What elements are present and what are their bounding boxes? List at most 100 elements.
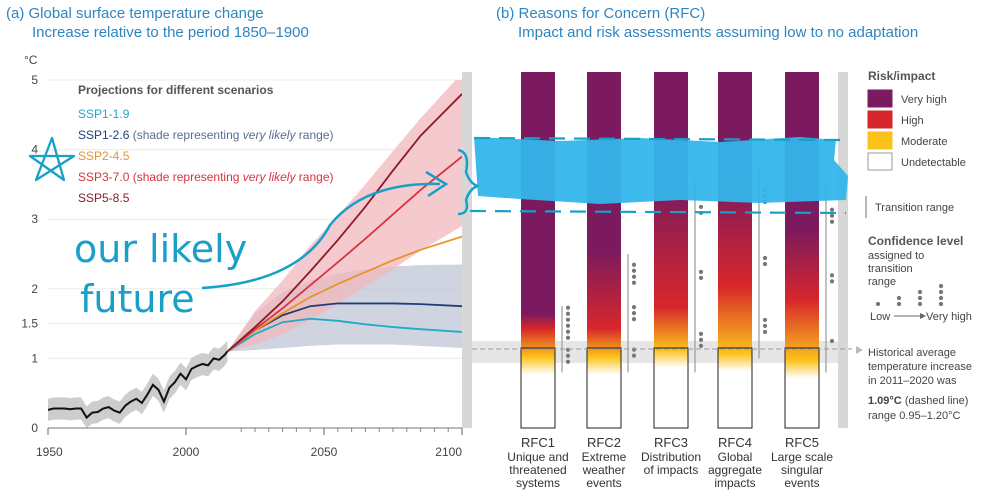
legend-item-ssp370: SSP3-7.0 (shade representing very likely… [78, 170, 334, 184]
legend-item-ssp585: SSP5-8.5 [78, 191, 130, 205]
confidence-dot [565, 305, 571, 310]
legend-item-ssp119: SSP1-1.9 [78, 107, 130, 121]
rfc-bar-3 [654, 72, 688, 428]
rfc-code-label: RFC1 [521, 435, 555, 450]
hist-range: range 0.95–1.20°C [868, 410, 961, 422]
arrow-head-doodle [425, 170, 449, 198]
panel-a: (a) Global surface temperature change In… [6, 5, 463, 459]
rfc-desc-label: events [586, 476, 621, 490]
y-axis-unit: °C [24, 53, 38, 67]
confidence-title: Confidence level [868, 234, 963, 248]
confidence-dot [762, 255, 768, 261]
confidence-dot [698, 275, 704, 280]
annotation-line-1: our likely [74, 227, 247, 271]
arrow-doodle [201, 182, 441, 290]
confidence-dot [631, 262, 637, 267]
panel-b-title: (b) Reasons for Concern (RFC) [496, 5, 705, 22]
confidence-dot [698, 204, 704, 210]
confidence-dot [565, 323, 571, 328]
rfc-desc-label: aggregate [708, 463, 762, 477]
confidence-sample-dot [938, 295, 944, 301]
rfc-code-label: RFC5 [785, 435, 819, 450]
transition-range-label: Transition range [875, 202, 954, 214]
panel-a-x-ticks: 1950 2000 2050 2100 [36, 428, 463, 459]
confidence-dot [762, 329, 768, 335]
series-line-ssp585 [226, 93, 462, 353]
confidence-low-label: Low [870, 311, 890, 323]
panel-a-y-ticks: 0 1 1.5 2 3 4 5 [21, 73, 38, 435]
risk-swatch [867, 110, 893, 129]
confidence-sample-dot [896, 301, 902, 307]
confidence-sample-dot [938, 283, 944, 289]
y-tick-label: 2 [31, 282, 38, 296]
rfc-bar-outline-3 [653, 347, 689, 429]
confidence-dot [631, 347, 637, 352]
rfc-code-label: RFC2 [587, 435, 621, 450]
risk-key-title: Risk/impact [868, 69, 935, 83]
confidence-dot [565, 311, 571, 316]
x-tick-label: 2050 [311, 445, 338, 459]
panel-b-subtitle: Impact and risk assessments assuming low… [518, 24, 918, 41]
historical-pointer [856, 346, 863, 354]
confidence-sub-3: range [868, 276, 896, 288]
confidence-dot [698, 337, 704, 342]
rfc-desc-label: singular [781, 463, 823, 477]
rfc-bar-5 [785, 72, 819, 428]
confidence-dot [698, 269, 704, 274]
risk-level-label: Very high [901, 94, 947, 106]
y-tick-label: 0 [31, 421, 38, 435]
rfc-desc-label: of impacts [644, 463, 699, 477]
confidence-dot [631, 317, 637, 322]
confidence-sample-dot [917, 295, 923, 301]
risk-swatch [867, 152, 893, 171]
confidence-dot [762, 261, 768, 267]
rfc-desc-label: events [784, 476, 819, 490]
confidence-dots-sample [875, 283, 944, 307]
rfc-bars [520, 72, 835, 429]
confidence-dot [565, 329, 571, 334]
rfc-bar-outline-2 [586, 347, 622, 429]
historical-band [48, 341, 228, 428]
rfc-desc-label: Global [718, 450, 753, 464]
confidence-dot [829, 219, 835, 224]
confidence-sample-dot [938, 289, 944, 295]
confidence-dot [762, 317, 768, 323]
handwritten-annotations: our likely future [28, 136, 848, 321]
confidence-dot [698, 331, 704, 336]
rfc-desc-label: weather [582, 463, 626, 477]
rfc-bar-outline-4 [717, 347, 753, 429]
panel-a-series-lines [48, 93, 462, 420]
confidence-dot [829, 213, 835, 218]
rfc-code-label: RFC4 [718, 435, 752, 450]
confidence-dot [829, 279, 835, 284]
highlight-band [474, 137, 848, 204]
highlight-bracket [457, 148, 479, 216]
hist-note-3: in 2011–2020 was [868, 375, 957, 387]
y-tick-label: 4 [31, 143, 38, 157]
legend-items: SSP1-1.9 SSP1-2.6 (shade representing ver… [78, 107, 334, 205]
rfc-desc-label: Distribution [641, 450, 701, 464]
panel-a-subtitle: Increase relative to the period 1850–190… [32, 24, 309, 41]
panel-a-uncertainty-bands [48, 80, 462, 428]
x-tick-label: 2000 [173, 445, 200, 459]
confidence-high-label: Very high [926, 311, 972, 323]
y-tick-label: 1 [31, 351, 38, 365]
y-tick-label: 5 [31, 73, 38, 87]
band-ssp370 [227, 80, 462, 352]
hist-value: 1.09°C [868, 395, 902, 407]
hist-value-line: 1.09°C (dashed line) [868, 395, 968, 407]
y-tick-label: 1.5 [21, 317, 38, 331]
confidence-dot [631, 353, 637, 358]
risk-level-label: High [901, 115, 924, 127]
rfc-desc-label: threatened [509, 463, 566, 477]
panel-a-title: (a) Global surface temperature change [6, 5, 264, 22]
confidence-dot [565, 347, 571, 352]
legend-title: Projections for different scenarios [78, 83, 274, 97]
hist-note-2: temperature increase [868, 361, 972, 373]
risk-level-label: Undetectable [901, 157, 966, 169]
risk-swatch [867, 89, 893, 108]
x-tick-label: 2100 [435, 445, 462, 459]
rfc-bar-outline-1 [520, 347, 556, 429]
x-tick-label: 1950 [36, 445, 63, 459]
